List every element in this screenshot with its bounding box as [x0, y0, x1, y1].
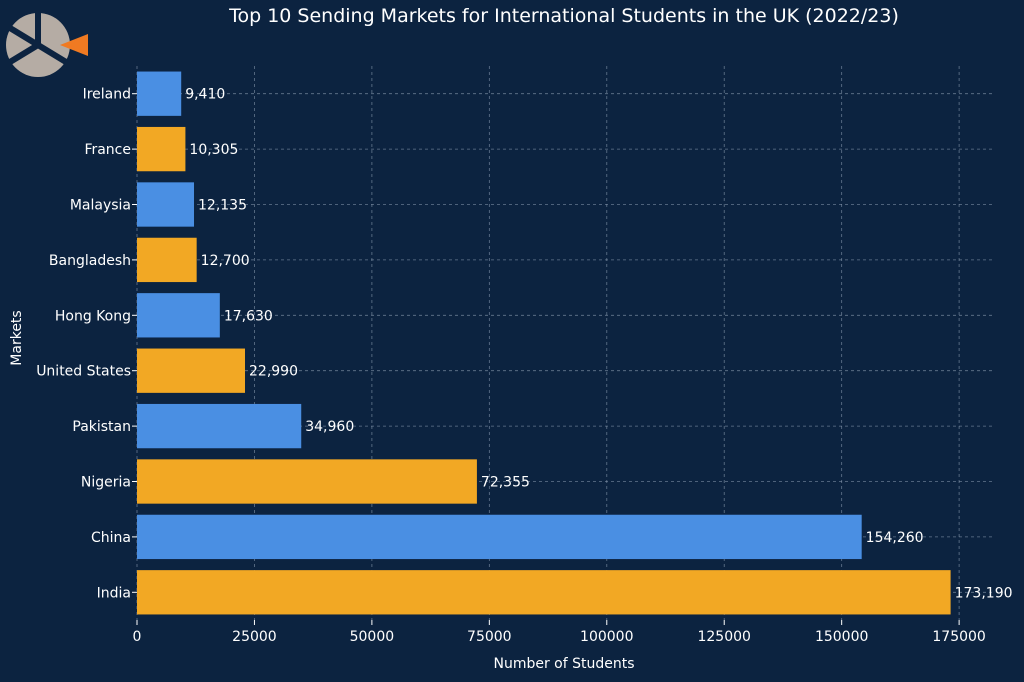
y-tick-label: Nigeria [81, 475, 131, 491]
bars-layer [137, 71, 951, 615]
x-tick-label: 125000 [697, 629, 750, 645]
bar [137, 514, 862, 560]
y-tick-label: Hong Kong [55, 308, 131, 324]
bar [137, 348, 246, 393]
x-tick-label: 50000 [350, 629, 395, 645]
bar [137, 71, 182, 116]
x-tick-label: 25000 [232, 629, 277, 645]
value-label: 17,630 [224, 308, 273, 324]
bar [137, 293, 220, 338]
y-tick-label: Pakistan [72, 419, 131, 435]
brand-logo-icon [6, 12, 90, 78]
bar [137, 126, 186, 172]
value-label: 72,355 [481, 475, 530, 491]
value-label: 154,260 [866, 530, 924, 546]
logo-spoke [8, 25, 40, 48]
y-axis-label: Markets [9, 310, 25, 365]
x-tick-label: 175000 [932, 629, 985, 645]
value-label: 12,135 [198, 198, 247, 214]
brand-logo-svg [6, 12, 88, 77]
value-label: 22,990 [249, 364, 298, 380]
x-axis-label: Number of Students [493, 656, 634, 672]
y-tick-label: Ireland [83, 87, 131, 103]
logo-arrow [60, 34, 88, 56]
value-label: 12,700 [201, 253, 250, 269]
value-label: 34,960 [305, 419, 354, 435]
x-tick-label: 75000 [467, 629, 512, 645]
bar [137, 459, 477, 504]
y-tick-label: United States [36, 364, 131, 380]
value-label: 9,410 [185, 87, 225, 103]
y-tick-label: China [91, 530, 131, 546]
bar [137, 570, 951, 615]
bar [137, 237, 197, 283]
value-label: 173,190 [955, 585, 1013, 601]
x-tick-labels: 0 25000 50000 75000 100000 125000 150000 175000 [133, 629, 986, 645]
bar [137, 403, 302, 449]
chart-title: Top 10 Sending Markets for International… [228, 5, 899, 27]
y-tick-label: Malaysia [70, 198, 131, 214]
y-tick-label: Bangladesh [49, 253, 131, 269]
x-tick-label: 100000 [580, 629, 633, 645]
logo-spoke [36, 42, 68, 65]
y-tick-labels: India China Nigeria Pakistan United States Ho… [36, 87, 131, 602]
y-tick-label: France [84, 142, 131, 158]
x-tick-label: 0 [133, 629, 142, 645]
value-labels: 173,190 154,260 72,355 34,960 22,990 17,630 12… [185, 87, 1012, 602]
bar [137, 182, 195, 227]
x-tick-label: 150000 [815, 629, 868, 645]
value-label: 10,305 [189, 142, 238, 158]
y-tick-label: India [97, 585, 131, 601]
logo-spoke [8, 42, 40, 65]
